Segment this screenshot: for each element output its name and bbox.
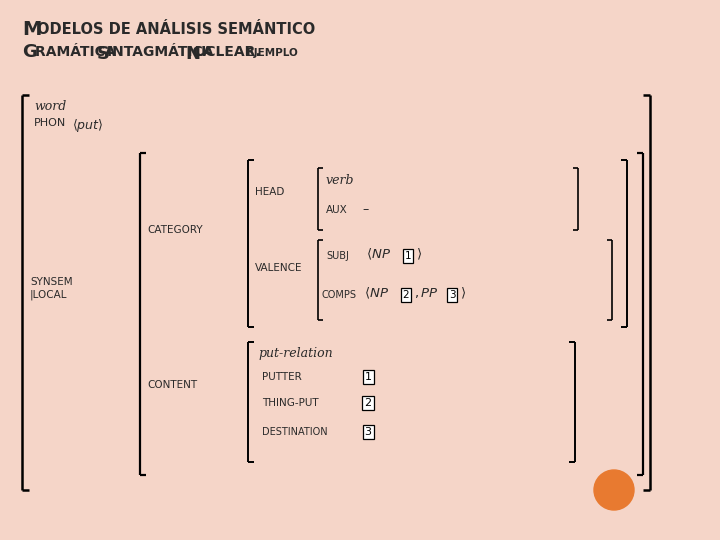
Text: word: word	[34, 100, 66, 113]
Text: EJEMPLO: EJEMPLO	[243, 48, 298, 58]
Text: |LOCAL: |LOCAL	[30, 290, 68, 300]
Text: COMPS: COMPS	[322, 290, 357, 300]
Text: DESTINATION: DESTINATION	[262, 427, 328, 437]
Text: $\langle NP$: $\langle NP$	[364, 286, 389, 301]
Text: 3: 3	[364, 427, 372, 437]
Text: –: –	[362, 204, 368, 217]
Text: RAMÁTICA: RAMÁTICA	[35, 45, 120, 59]
Text: 1: 1	[364, 372, 372, 382]
Text: 1: 1	[405, 251, 411, 261]
Text: AUX: AUX	[326, 205, 348, 215]
Text: CONTENT: CONTENT	[147, 380, 197, 390]
Text: $, PP$: $, PP$	[414, 286, 438, 300]
Text: 2: 2	[364, 398, 372, 408]
Text: SUBJ: SUBJ	[326, 251, 349, 261]
Text: PUTTER: PUTTER	[262, 372, 302, 382]
Text: $\langle put \rangle$: $\langle put \rangle$	[72, 117, 104, 134]
Text: INTAGMÁTICA: INTAGMÁTICA	[107, 45, 218, 59]
Text: 3: 3	[449, 290, 455, 300]
Text: PHON: PHON	[34, 118, 66, 128]
Text: N: N	[185, 45, 200, 63]
Text: M: M	[22, 20, 41, 39]
Text: put-relation: put-relation	[258, 348, 333, 361]
Text: G: G	[22, 43, 37, 61]
Circle shape	[594, 470, 634, 510]
Text: $\rangle$: $\rangle$	[460, 286, 466, 301]
Text: S: S	[97, 45, 110, 63]
Text: verb: verb	[326, 174, 354, 187]
Text: CATEGORY: CATEGORY	[147, 225, 202, 235]
Text: $\langle NP$: $\langle NP$	[366, 246, 391, 261]
Text: ODELOS DE ANÁLISIS SEMÁNTICO: ODELOS DE ANÁLISIS SEMÁNTICO	[37, 22, 315, 37]
Text: VALENCE: VALENCE	[255, 263, 302, 273]
Text: 2: 2	[402, 290, 409, 300]
Text: THING-PUT: THING-PUT	[262, 398, 319, 408]
Text: HEAD: HEAD	[255, 187, 284, 197]
Text: $\rangle$: $\rangle$	[416, 246, 422, 261]
Text: UCLEAR.: UCLEAR.	[195, 45, 262, 59]
Text: SYNSEM: SYNSEM	[30, 277, 73, 287]
